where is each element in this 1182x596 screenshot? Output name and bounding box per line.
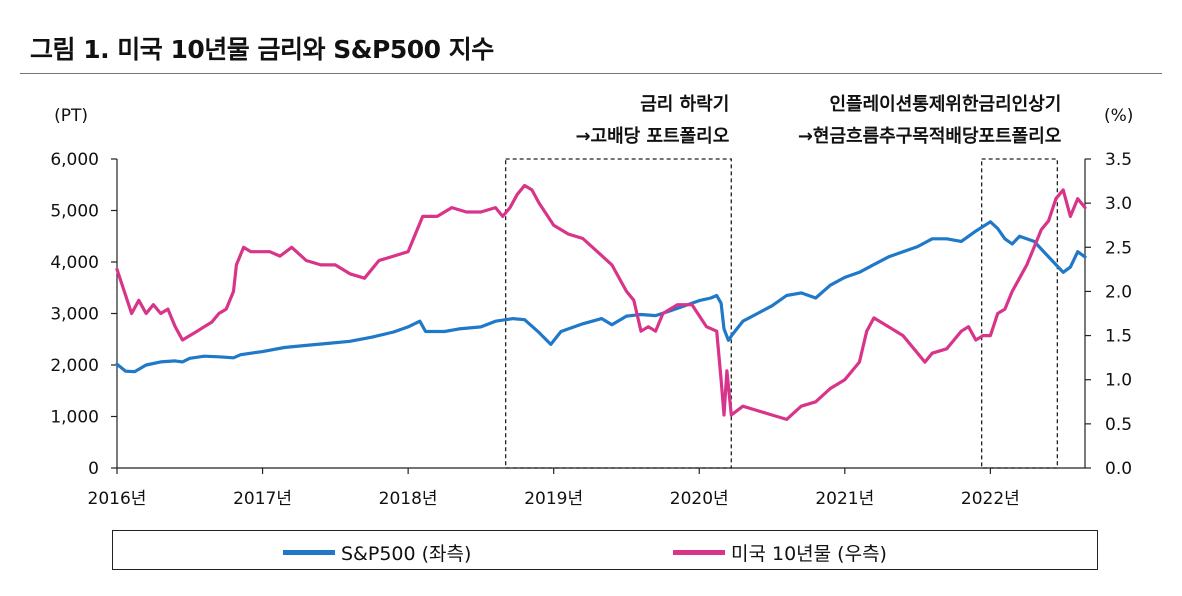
series-sp500-line xyxy=(115,220,1087,374)
x-tick-label: 2020년 xyxy=(670,489,729,509)
left-tick-label: 6,000 xyxy=(50,150,99,170)
series-layer xyxy=(115,183,1087,421)
series-us10y-line xyxy=(115,183,1087,421)
left-tick-label: 1,000 xyxy=(50,408,99,428)
right-tick-label: 2.5 xyxy=(1105,238,1132,258)
annotation-box xyxy=(505,158,732,469)
left-tick-label: 2,000 xyxy=(50,356,99,376)
legend-item-us10y: 미국 10년물 (우측) xyxy=(673,539,887,566)
x-tick-label: 2022년 xyxy=(961,489,1020,509)
legend-swatch-sp500 xyxy=(283,550,335,555)
x-tick-label: 2016년 xyxy=(88,489,147,509)
annotation-line: 금리 하락기 xyxy=(640,94,729,115)
x-tick-label: 2018년 xyxy=(379,489,438,509)
legend: S&P500 (좌측) 미국 10년물 (우측) xyxy=(112,530,1098,570)
left-tick-label: 3,000 xyxy=(50,305,99,325)
right-axis-unit: (%) xyxy=(1104,106,1133,126)
axes-layer xyxy=(111,158,1091,474)
legend-item-sp500: S&P500 (좌측) xyxy=(283,539,471,566)
left-tick-label: 0 xyxy=(88,459,99,479)
title-divider xyxy=(20,73,1162,74)
right-tick-label: 2.0 xyxy=(1105,282,1132,302)
annotation-boxes xyxy=(505,158,1058,469)
left-axis-unit: (PT) xyxy=(54,106,88,126)
legend-swatch-us10y xyxy=(673,550,725,555)
annotation-line: →현금흐름추구목적배당포트폴리오 xyxy=(798,126,1061,147)
figure-title: 그림 1. 미국 10년물 금리와 S&P500 지수 xyxy=(30,35,494,64)
annotation-box xyxy=(980,158,1058,469)
right-tick-label: 0.5 xyxy=(1105,415,1132,435)
annotation-text: 금리 하락기 →고배당 포트폴리오 인플레이션통제위한금리인상기 →현금흐름추구목적배… xyxy=(575,94,1061,147)
x-tick-label: 2021년 xyxy=(815,489,874,509)
left-tick-label: 4,000 xyxy=(50,253,99,273)
legend-label-us10y: 미국 10년물 (우측) xyxy=(731,543,887,565)
x-tick-label: 2019년 xyxy=(524,489,583,509)
annotation-line: →고배당 포트폴리오 xyxy=(575,126,729,147)
legend-label-sp500: S&P500 (좌측) xyxy=(341,543,472,565)
tick-labels: 0 1,000 2,000 3,000 4,000 5,000 6,000 0.0 0.5 1.0… xyxy=(50,150,1132,509)
right-tick-label: 0.0 xyxy=(1105,459,1132,479)
right-tick-label: 3.5 xyxy=(1105,150,1132,170)
left-tick-label: 5,000 xyxy=(50,202,99,222)
right-tick-label: 1.0 xyxy=(1105,371,1132,391)
x-tick-label: 2017년 xyxy=(233,489,292,509)
right-tick-label: 1.5 xyxy=(1105,327,1132,347)
annotation-line: 인플레이션통제위한금리인상기 xyxy=(829,94,1061,115)
right-tick-label: 3.0 xyxy=(1105,194,1132,214)
